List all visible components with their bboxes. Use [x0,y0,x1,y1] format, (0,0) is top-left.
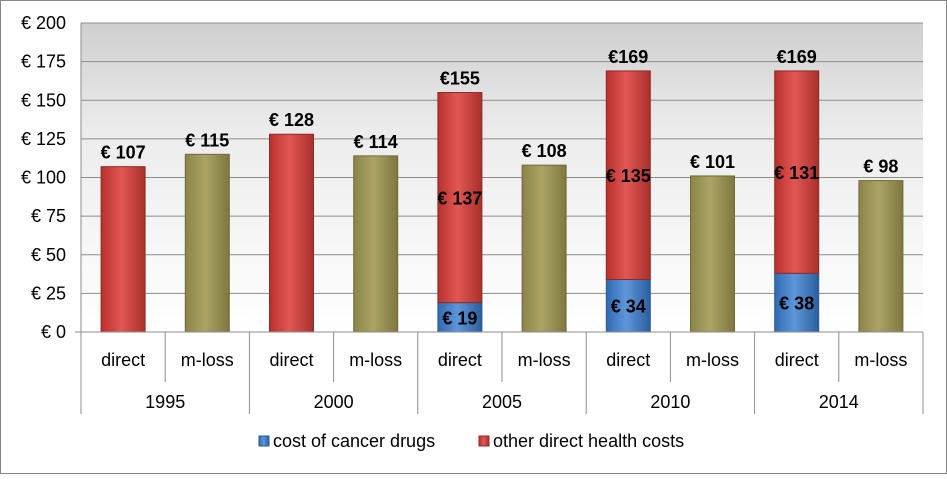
legend: cost of cancer drugs other direct health … [258,431,684,451]
bar-segment-2005-direct [437,302,483,333]
total-value-label: €169 [608,47,648,67]
y-tick-label: € 200 [21,13,66,33]
y-tick-label: € 150 [21,90,66,110]
x-group-label: 2000 [314,392,354,412]
x-category-label: m-loss [686,350,739,370]
bar-segment-2000-direct [269,133,314,333]
bar-segment-2000-m-loss [353,155,399,333]
x-group-label: 1995 [145,392,185,412]
bar-segment-2005-direct [437,92,483,304]
segment-value-label: € 34 [611,297,646,317]
x-axis: direct m-loss direct m-loss direct m-loss dire… [80,331,924,414]
x-category-label: direct [269,350,313,370]
y-tick-label: € 0 [41,322,66,342]
segment-value-label: € 137 [437,189,482,209]
y-tick-label: € 125 [21,129,66,149]
bar-segment-2014-direct [774,70,820,274]
x-category-label: direct [775,350,819,370]
y-tick-label: € 100 [21,168,66,188]
bar-segment-2005-m-loss [521,164,567,333]
bar-segment-2010-m-loss [690,175,735,333]
x-group-label: 2014 [819,392,859,412]
total-value-label: €155 [440,69,480,89]
segment-value-label: € 19 [442,308,477,328]
x-group-label: 2010 [650,392,690,412]
x-category-label: m-loss [181,350,234,370]
y-tick-label: € 175 [21,52,66,72]
bar-segment-2014-direct [774,272,820,333]
segment-value-label: € 135 [606,166,651,186]
bar-segment-2010-direct [605,70,651,280]
data-labels: € 107 € 115 € 128 € 114 € 19 € 137 €155 € 108 € … [101,47,899,328]
y-tick-label: € 25 [31,283,66,303]
y-tick-label: € 75 [31,206,66,226]
x-group-label: 2005 [482,392,522,412]
legend-label: cost of cancer drugs [273,431,435,451]
x-category-label: direct [101,350,145,370]
bar-segment-1995-m-loss [184,153,230,333]
y-tick-label: € 50 [31,245,66,265]
bars [100,70,904,333]
bar-segment-2010-direct [605,278,651,333]
total-value-label: € 114 [354,132,398,152]
x-category-label: direct [438,350,482,370]
segment-value-label: € 38 [779,294,814,314]
legend-swatch [478,435,490,447]
x-category-label: m-loss [854,350,907,370]
total-value-label: €169 [777,47,817,67]
bar-segment-1995-direct [100,166,146,333]
legend-label: other direct health costs [493,431,684,451]
total-value-label: € 101 [690,152,735,172]
total-value-label: € 115 [185,130,229,150]
x-category-label: m-loss [518,350,571,370]
total-value-label: € 128 [269,110,314,130]
total-value-label: € 108 [522,141,567,161]
segment-value-label: € 131 [774,163,819,183]
y-axis-tick-labels: € 0 € 25 € 50 € 75 € 100 € 125 € 150 € 175 € 200 [21,13,66,342]
total-value-label: € 98 [863,157,898,177]
x-category-label: m-loss [349,350,402,370]
bar-segment-2014-m-loss [858,180,904,333]
x-category-label: direct [606,350,650,370]
total-value-label: € 107 [101,143,146,163]
legend-swatch [258,435,270,447]
